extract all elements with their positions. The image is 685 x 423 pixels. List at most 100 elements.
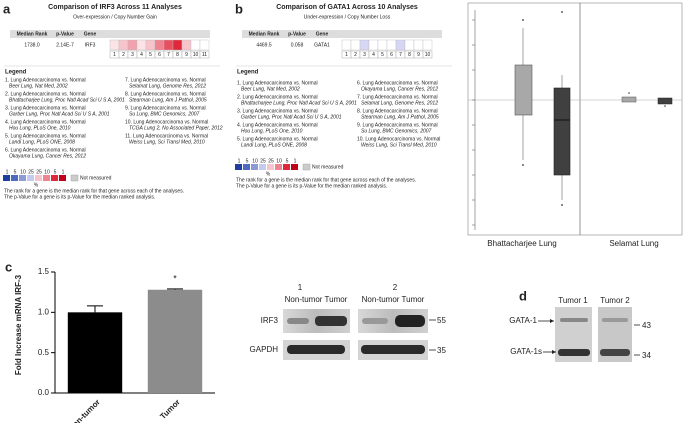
legend-item: 2. Lung Adenocarcinoma vs. Normal: [5, 91, 86, 97]
legend-item: 4. Lung Adenocarcinoma vs. Normal: [237, 122, 318, 128]
row-label: IRF3: [261, 316, 279, 325]
footnote: The rank for a gene is the median rank f…: [4, 188, 184, 194]
heatmap-cell: [127, 39, 138, 51]
cell-number: 4: [372, 52, 375, 58]
scale-swatch: [3, 175, 10, 181]
row-label: GAPDH: [250, 345, 279, 354]
cell-number: 9: [417, 52, 420, 58]
heatmap-cell: [163, 39, 174, 51]
scale-swatch: [43, 175, 50, 181]
cell-box: [199, 50, 210, 59]
y-tick-label: 0.0: [38, 388, 50, 397]
column-header: Gene: [316, 31, 329, 37]
heatmap-cell: [368, 39, 379, 51]
scale-label: 10: [276, 158, 282, 164]
cell-number: 3: [131, 52, 134, 58]
legend-source: Hou Lung, PLoS One, 2010: [241, 128, 303, 134]
legend-item: 1. Lung Adenocarcinoma vs. Normal: [237, 80, 318, 86]
scale-label: 10: [44, 169, 50, 175]
legend-source: Okayama Lung, Cancer Res, 2012: [361, 86, 438, 92]
scale-swatch: [59, 175, 66, 181]
scale-swatch: [267, 164, 274, 170]
lane-label: Non-tumor Tumor: [362, 295, 425, 304]
cell-number: 10: [193, 52, 199, 58]
legend-source: TCGA Lung 2, No Associated Paper, 2012: [129, 125, 223, 131]
lane-label: Non-tumor Tumor: [285, 295, 348, 304]
scale-label: 25: [260, 158, 266, 164]
scale-label: 1: [62, 169, 65, 175]
bar: [67, 312, 123, 393]
lane-label: Tumor 2: [600, 296, 630, 305]
panel-label: c: [5, 259, 12, 274]
band-label: GATA-1: [509, 316, 537, 325]
cell-number: 1: [345, 52, 348, 58]
scale-label: 5: [246, 158, 249, 164]
cell-number: 4: [140, 52, 143, 58]
legend-item: 5. Lung Adenocarcinoma vs. Normal: [5, 133, 86, 139]
heatmap-cell: [413, 39, 424, 51]
cell-number: 2: [354, 52, 357, 58]
legend-source: Weiss Lung, Sci Transl Med, 2010: [129, 139, 205, 145]
table-header: [10, 30, 210, 38]
scale-label: 5: [14, 169, 17, 175]
column-header: Gene: [84, 31, 97, 37]
legend-source: Okayama Lung, Cancer Res, 2012: [9, 153, 86, 159]
cell-number: 3: [363, 52, 366, 58]
x-tick-label: Non-tumor: [67, 398, 102, 423]
panel-label: a: [3, 1, 11, 16]
cell-value: IRF3: [85, 42, 96, 48]
y-tick-label: 1.5: [38, 267, 50, 276]
panel-label: b: [235, 1, 243, 16]
cell-value: 0.058: [291, 42, 304, 48]
panel-title: Comparison of GATA1 Across 10 Analyses: [276, 4, 418, 11]
legend-source: Stearman Lung, Am J Pathol, 2005: [129, 97, 207, 103]
legend-item: 8. Lung Adenocarcinoma vs. Normal: [357, 108, 438, 114]
legend-item: 10. Lung Adenocarcinoma vs. Normal: [125, 119, 208, 125]
legend-item: 6. Lung Adenocarcinoma vs. Normal: [5, 147, 86, 153]
cell-number: 6: [158, 52, 161, 58]
legend-title: Legend: [5, 70, 27, 76]
legend-source: Weiss Lung, Sci Transl Med, 2010: [361, 142, 437, 148]
scale-swatch: [251, 164, 258, 170]
cell-number: 1: [113, 52, 116, 58]
scale-label: 10: [252, 158, 258, 164]
scale-swatch: [27, 175, 34, 181]
legend-item: 3. Lung Adenocarcinoma vs. Normal: [237, 108, 318, 114]
legend-item: 3. Lung Adenocarcinoma vs. Normal: [5, 105, 86, 111]
percent: %: [266, 171, 271, 177]
legend-source: Beer Lung, Nat Med, 2002: [9, 83, 68, 89]
scale-label: 5: [286, 158, 289, 164]
table-header: [242, 30, 442, 38]
cell-value: 1738.0: [24, 42, 40, 48]
legend-source: Selamat Lung, Genome Res, 2012: [361, 100, 438, 106]
scale-swatch: [291, 164, 298, 170]
x-tick-label: Tumor: [158, 398, 182, 422]
bar: [147, 289, 203, 393]
cell-number: 7: [167, 52, 170, 58]
percent: %: [34, 182, 39, 188]
lane-number: 2: [393, 283, 398, 292]
western-blot: [538, 307, 640, 362]
scale-label: 25: [28, 169, 34, 175]
scale-label: 1: [238, 158, 241, 164]
cell-number: 5: [149, 52, 152, 58]
box-plot: Bhattacharjee Lung Selamat Lung: [467, 2, 683, 248]
scale-swatch: [51, 175, 58, 181]
heatmap-cell: [145, 39, 156, 51]
heatmap-cell: [136, 39, 147, 51]
cell-number: 9: [185, 52, 188, 58]
heatmap-cell: [359, 39, 370, 51]
column-header: Median Rank: [249, 31, 280, 37]
heatmap-cell: [395, 39, 406, 51]
heatmap-cell: [377, 39, 388, 51]
legend-source: Su Lung, BMC Genomics, 2007: [361, 128, 432, 134]
y-tick-label: 1.0: [38, 307, 50, 316]
legend-item: 11. Lung Adenocarcinoma vs. Normal: [125, 133, 208, 139]
legend-source: Selamat Lung, Genome Res, 2012: [129, 83, 206, 89]
heatmap-cell: [118, 39, 129, 51]
heatmap-cell: [341, 39, 352, 51]
legend-item: 8. Lung Adenocarcinoma vs. Normal: [125, 91, 206, 97]
heatmap-cell: [181, 39, 192, 51]
cell-number: 2: [122, 52, 125, 58]
footnote: The rank for a gene is the median rank f…: [236, 177, 416, 183]
